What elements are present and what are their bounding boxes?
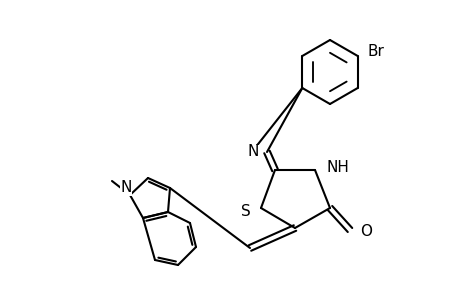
Text: O: O — [359, 224, 371, 239]
Text: S: S — [241, 203, 251, 218]
Text: N: N — [120, 181, 131, 196]
Text: N: N — [247, 145, 258, 160]
Text: NH: NH — [326, 160, 349, 175]
Text: Br: Br — [367, 44, 384, 59]
